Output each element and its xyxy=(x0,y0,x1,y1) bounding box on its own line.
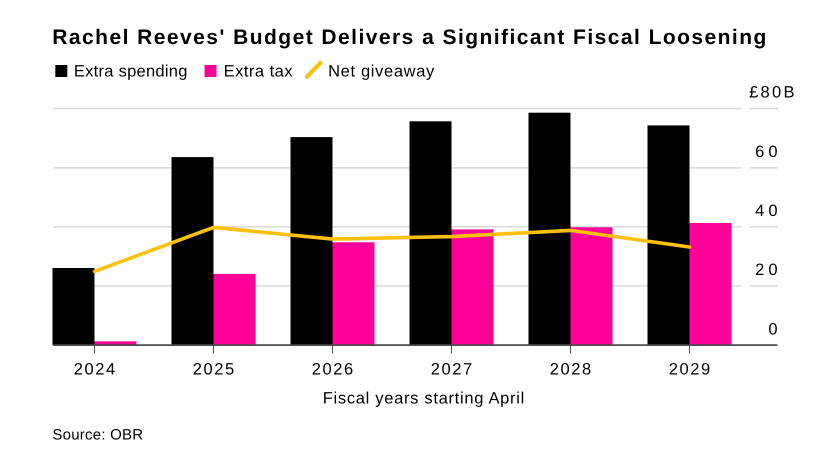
svg-text:2025: 2025 xyxy=(193,361,234,379)
svg-text:2028: 2028 xyxy=(550,361,591,379)
svg-text:Fiscal years starting April: Fiscal years starting April xyxy=(323,390,525,408)
svg-text:40: 40 xyxy=(755,202,777,220)
svg-text:Extra tax: Extra tax xyxy=(224,62,294,80)
svg-text:Source: OBR: Source: OBR xyxy=(52,427,143,444)
svg-text:60: 60 xyxy=(755,143,777,161)
svg-text:2027: 2027 xyxy=(431,361,472,379)
svg-text:Rachel Reeves' Budget Delivers: Rachel Reeves' Budget Delivers a Signifi… xyxy=(52,26,766,49)
svg-text:20: 20 xyxy=(755,261,777,279)
svg-text:£80B: £80B xyxy=(749,84,794,102)
svg-text:2029: 2029 xyxy=(669,361,710,379)
svg-text:Extra spending: Extra spending xyxy=(74,62,187,80)
svg-text:Net giveaway: Net giveaway xyxy=(328,62,435,80)
svg-text:2026: 2026 xyxy=(312,361,353,379)
svg-text:0: 0 xyxy=(768,320,777,338)
svg-text:2024: 2024 xyxy=(74,361,115,379)
